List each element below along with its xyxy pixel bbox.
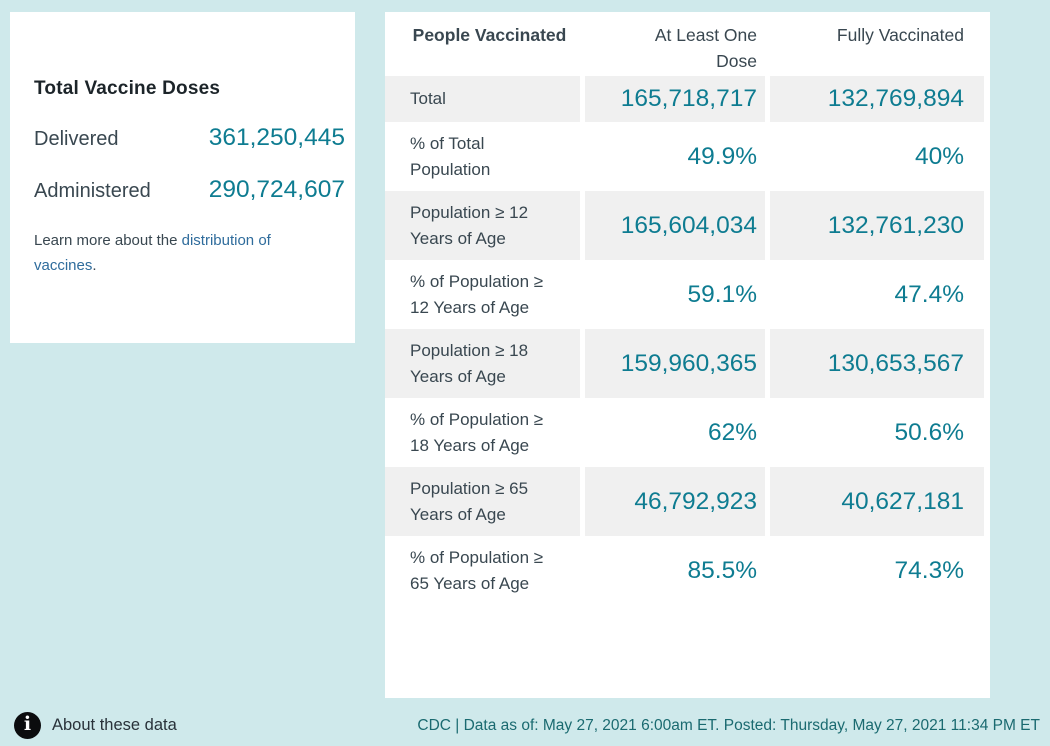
people-vaccinated-table: People Vaccinated At Least One Dose Full… [385,12,990,698]
at-least-one-dose-value: 59.1% [687,280,757,308]
fully-vaccinated-value: 132,769,894 [770,76,984,122]
fully-vaccinated-value: 47.4% [894,280,964,308]
row-label: Total [385,76,580,122]
fully-vaccinated-value: 132,761,230 [770,191,984,260]
card-title: Total Vaccine Doses [34,78,221,99]
administered-label: Administered [34,180,151,202]
fully-vaccinated-value: 40% [914,142,964,170]
table-row: % of Total Population 49.9% 40% [385,122,984,191]
at-least-one-dose-value: 165,604,034 [585,191,765,260]
table-row: Population ≥ 65 Years of Age 46,792,923 … [385,467,984,536]
at-least-one-dose-value: 85.5% [687,556,757,584]
row-label: % of Population ≥ 12 Years of Age [410,272,544,317]
column-header-at-least-one-dose: At Least One Dose [654,25,757,72]
fully-vaccinated-value: 74.3% [894,556,964,584]
at-least-one-dose-value: 46,792,923 [585,467,765,536]
table-row: Population ≥ 18 Years of Age 159,960,365… [385,329,984,398]
table-header: People Vaccinated At Least One Dose Full… [385,12,984,76]
administered-row: Administered 290,724,607 [34,176,345,204]
delivered-row: Delivered 361,250,445 [34,124,345,152]
at-least-one-dose-value: 159,960,365 [585,329,765,398]
fully-vaccinated-value: 130,653,567 [770,329,984,398]
table-body: Total 165,718,717 132,769,894 % of Total… [385,76,984,605]
row-label: % of Population ≥ 18 Years of Age [410,410,544,455]
column-header-fully-vaccinated: Fully Vaccinated [836,25,964,45]
distribution-of-vaccines-link[interactable]: distribution of vaccines [34,232,271,274]
fully-vaccinated-value: 40,627,181 [770,467,984,536]
about-these-data-label: About these data [52,716,177,734]
row-label: Population ≥ 12 Years of Age [385,191,580,260]
row-label: Population ≥ 65 Years of Age [385,467,580,536]
learn-more-suffix: . [92,256,97,274]
delivered-label: Delivered [34,128,119,150]
data-source-line: CDC | Data as of: May 27, 2021 6:00am ET… [417,717,1040,734]
info-icon[interactable]: i [14,712,41,739]
table-row: % of Population ≥ 12 Years of Age 59.1% … [385,260,984,329]
at-least-one-dose-value: 62% [707,418,757,446]
row-label: % of Population ≥ 65 Years of Age [410,548,544,593]
about-these-data-button[interactable]: i About these data [14,712,177,739]
at-least-one-dose-value: 165,718,717 [585,76,765,122]
table-row: Total 165,718,717 132,769,894 [385,76,984,122]
at-least-one-dose-value: 49.9% [687,142,757,170]
delivered-value: 361,250,445 [208,124,345,151]
learn-more-prefix: Learn more about the [34,232,182,249]
table-row: Population ≥ 12 Years of Age 165,604,034… [385,191,984,260]
column-header-people-vaccinated: People Vaccinated [412,25,567,45]
administered-value: 290,724,607 [208,176,345,203]
table-row: % of Population ≥ 65 Years of Age 85.5% … [385,536,984,605]
table-row: % of Population ≥ 18 Years of Age 62% 50… [385,398,984,467]
total-vaccine-doses-card: Total Vaccine Doses Delivered 361,250,44… [10,12,355,343]
row-label: Population ≥ 18 Years of Age [385,329,580,398]
fully-vaccinated-value: 50.6% [894,418,964,446]
learn-more-text: Learn more about the distribution of vac… [34,229,345,279]
row-label: % of Total Population [410,134,491,179]
